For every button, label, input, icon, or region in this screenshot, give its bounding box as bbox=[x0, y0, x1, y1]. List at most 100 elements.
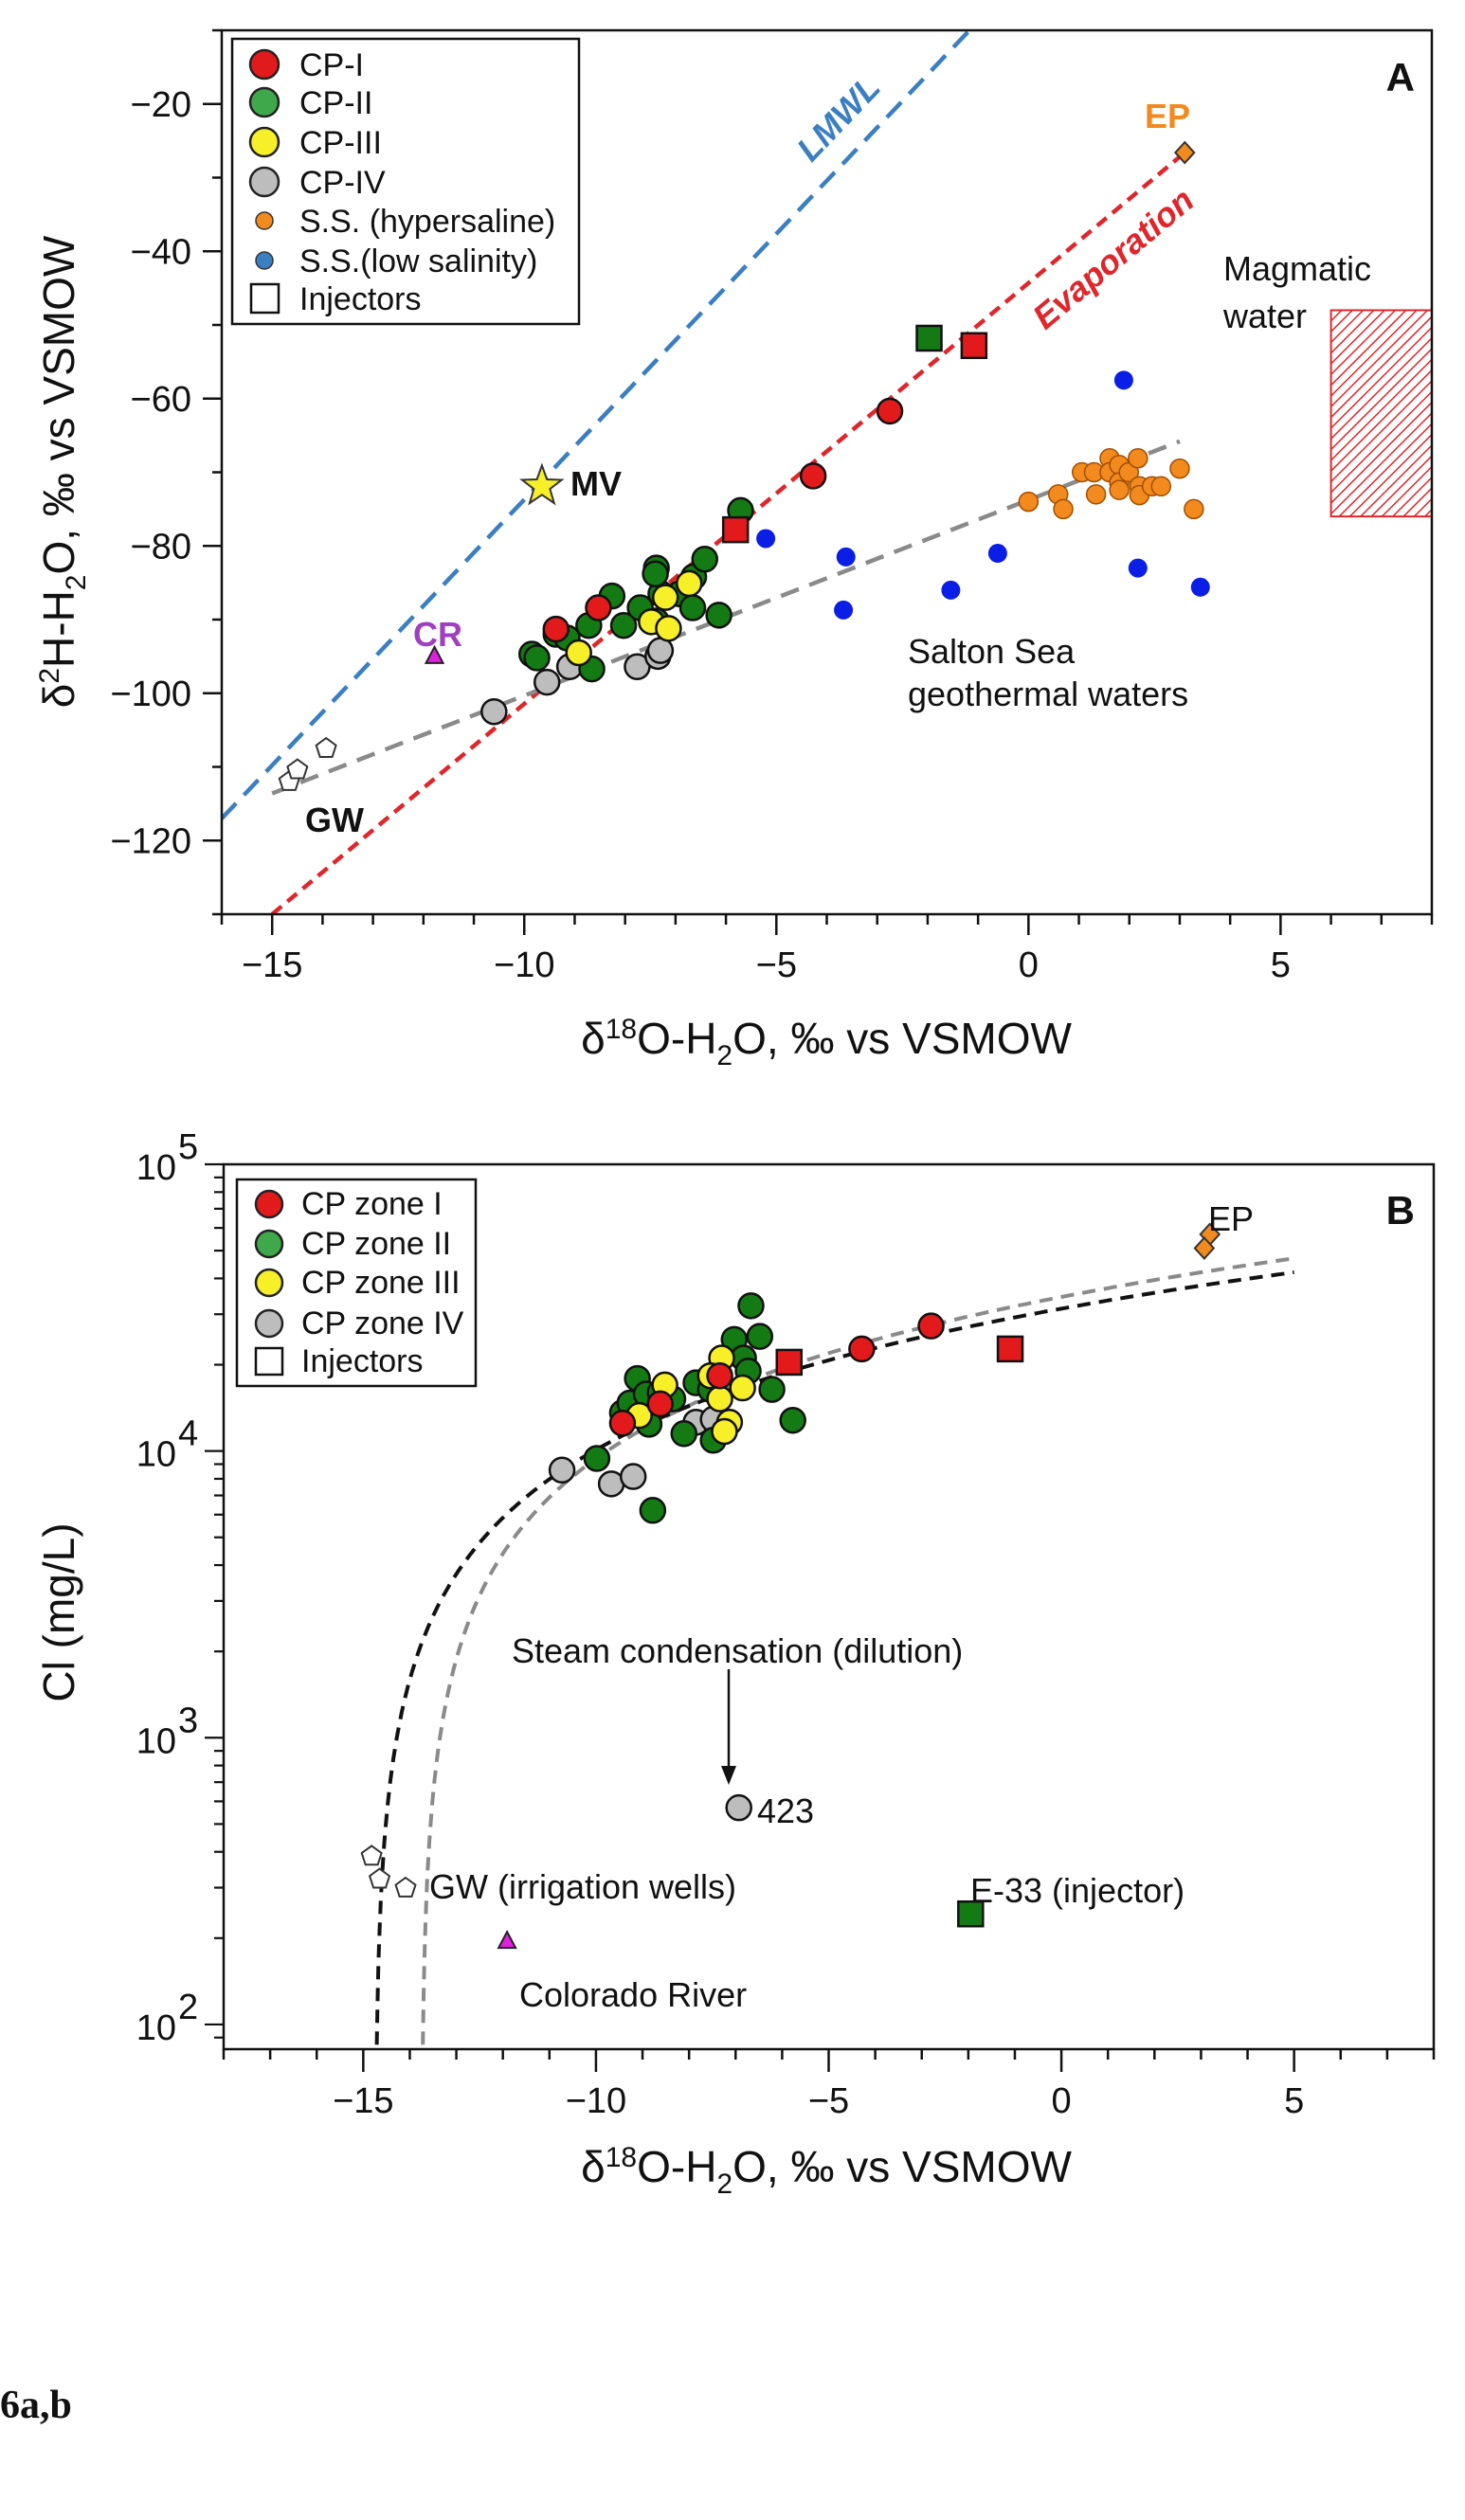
point-s-s-low-salinity bbox=[987, 544, 1007, 564]
plot-area bbox=[222, 30, 1432, 914]
point-cp-zone-ii bbox=[639, 1497, 667, 1524]
legend-marker bbox=[254, 1189, 284, 1219]
x-tick-label: 5 bbox=[1284, 2081, 1304, 2121]
point-cp-i bbox=[799, 462, 827, 490]
ep-label: EP bbox=[1145, 97, 1190, 135]
axis-label-pre: δ bbox=[581, 2142, 606, 2191]
colorado-river-label: Colorado River bbox=[519, 1975, 747, 2014]
legend-marker bbox=[255, 251, 274, 270]
evaporation-label: Evaporation bbox=[1025, 180, 1202, 336]
legend-label: Injectors bbox=[299, 281, 422, 317]
point-cp-iii bbox=[651, 584, 679, 611]
x-tick-label: 5 bbox=[1271, 945, 1291, 985]
y-axis-title: Cl (mg/L) bbox=[34, 1522, 83, 1701]
legend-item-s-s-low-salinity: S.S.(low salinity) bbox=[255, 243, 537, 279]
ep-label: EP bbox=[1208, 1199, 1254, 1238]
axis-label-post: O, ‰ vs VSMOW bbox=[732, 1014, 1072, 1063]
legend-label: S.S. (hypersaline) bbox=[299, 204, 555, 240]
point-injectors bbox=[996, 1335, 1024, 1363]
gw-label: GW bbox=[305, 801, 364, 839]
point-s-s-hypersaline bbox=[1128, 447, 1148, 469]
legend-marker bbox=[254, 1308, 284, 1339]
x-tick-label: −5 bbox=[756, 945, 797, 985]
x-tick-label: 0 bbox=[1052, 2081, 1072, 2121]
point-injectors bbox=[721, 515, 750, 544]
point-cp-zone-ii bbox=[737, 1292, 765, 1320]
y-tick-label: −120 bbox=[110, 821, 191, 861]
point-cp-zone-i bbox=[917, 1312, 945, 1340]
point-cp-zone-iv bbox=[548, 1456, 576, 1485]
point-cp-ii bbox=[705, 602, 732, 629]
legend-item-injectors: Injectors bbox=[249, 281, 422, 317]
legend-item-cp-zone-i: CP zone I bbox=[254, 1186, 443, 1222]
legend-marker bbox=[248, 86, 280, 118]
point-cr bbox=[424, 644, 445, 664]
x-tick-label: −15 bbox=[242, 945, 302, 985]
point-injectors bbox=[957, 1899, 985, 1928]
point-cp-zone-iii bbox=[711, 1417, 738, 1446]
axis-label-sub: 2 bbox=[61, 575, 92, 591]
point-s-s-low-salinity bbox=[834, 600, 854, 620]
tick-exponent: 2 bbox=[178, 1988, 198, 2027]
magmatic-water-label: Magmatic bbox=[1223, 249, 1371, 288]
legend-item-cp-zone-ii: CP zone II bbox=[254, 1226, 451, 1262]
legend-item-cp-ii: CP-II bbox=[248, 85, 372, 121]
point-s-s-low-salinity bbox=[1190, 577, 1210, 597]
point-cp-zone-i bbox=[608, 1410, 637, 1437]
point-cp-zone-iii bbox=[706, 1385, 733, 1413]
point-cp-ii bbox=[523, 644, 551, 672]
panel-a-isotope-plot: −15 −10 −5 0 5−20−40−60−80−100−120δ18O-H2O, … bbox=[34, 28, 1434, 1071]
legend-marker bbox=[249, 282, 280, 315]
tick-base: 10 bbox=[136, 1435, 176, 1475]
point-cp-zone-ii bbox=[779, 1406, 806, 1434]
axis-label-sub: 2 bbox=[716, 2169, 732, 2200]
point-cp-zone-iv bbox=[725, 1793, 752, 1822]
point-s-s-hypersaline bbox=[1169, 458, 1190, 479]
point-cp-iii bbox=[655, 615, 682, 642]
figure-caption: 6a,b bbox=[0, 2384, 72, 2427]
point-s-s-hypersaline bbox=[1184, 498, 1204, 520]
point-s-s-hypersaline bbox=[1085, 484, 1107, 505]
x-tick-label: 0 bbox=[1019, 945, 1039, 985]
axis-label-post: O, ‰ vs VSMOW bbox=[34, 235, 83, 574]
axis-label-mid: H-H bbox=[34, 590, 83, 668]
point-gw bbox=[286, 758, 309, 780]
point-s-s-hypersaline bbox=[1150, 476, 1172, 497]
x-axis-title: δ18O-H2O, ‰ vs VSMOW bbox=[581, 2142, 1072, 2200]
legend-marker bbox=[248, 126, 280, 158]
point-injectors bbox=[915, 324, 943, 352]
panel-label: B bbox=[1386, 1188, 1415, 1233]
x-axis-title: δ18O-H2O, ‰ vs VSMOW bbox=[581, 1014, 1072, 1071]
y-tick-label: 10 bbox=[136, 1148, 176, 1188]
point-gw-irrigation-wells bbox=[394, 1876, 417, 1898]
gw-label: GW (irrigation wells) bbox=[429, 1867, 736, 1906]
e33-injector-label: E-33 (injector) bbox=[970, 1871, 1185, 1910]
axis-label-sup: 18 bbox=[606, 2142, 637, 2173]
legend-label: CP zone III bbox=[301, 1265, 461, 1301]
panel-label: A bbox=[1386, 55, 1415, 99]
axis-label-pre: δ bbox=[34, 684, 83, 709]
legend-marker bbox=[248, 48, 280, 81]
point-s-s-low-salinity bbox=[941, 580, 961, 600]
y-tick-label: −60 bbox=[131, 380, 191, 420]
point-cp-iv bbox=[533, 668, 561, 696]
y-tick-label: 10 bbox=[136, 1721, 176, 1761]
point-injectors bbox=[960, 332, 988, 360]
salton-sea-label: Salton Sea bbox=[908, 632, 1076, 671]
mv-label: MV bbox=[570, 464, 622, 503]
y-tick-label: −40 bbox=[131, 232, 191, 272]
legend-label: S.S.(low salinity) bbox=[299, 243, 537, 279]
tick-exponent: 5 bbox=[178, 1127, 198, 1167]
legend-label: CP-I bbox=[299, 47, 364, 83]
point-s-s-hypersaline bbox=[1109, 479, 1130, 500]
point-gw bbox=[315, 736, 337, 758]
y-tick-label: 10 bbox=[136, 1435, 176, 1475]
tick-base: 10 bbox=[136, 1721, 176, 1761]
axis-label-pre: δ bbox=[581, 1014, 606, 1063]
legend-label: CP-IV bbox=[299, 165, 386, 201]
point-gw-irrigation-wells bbox=[368, 1867, 391, 1889]
legend-label: Injectors bbox=[301, 1343, 424, 1379]
point-cp-zone-ii bbox=[670, 1420, 698, 1448]
